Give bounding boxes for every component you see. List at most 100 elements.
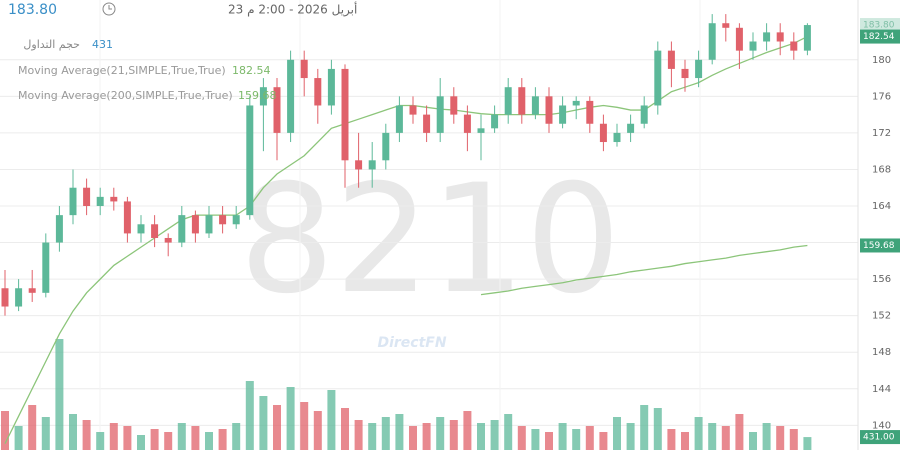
legend-ma200: Moving Average(200,SIMPLE,True,True) [18, 89, 233, 102]
y-tick-label: 156 [872, 274, 891, 285]
volume-bar [409, 426, 417, 450]
candle-body [164, 237, 172, 243]
price-axis [858, 0, 900, 450]
moving-average-line [4, 35, 808, 444]
watermark-symbol: 8210 [239, 153, 621, 327]
candle-body [667, 50, 675, 69]
volume-bar [109, 423, 118, 450]
volume-bar [137, 435, 145, 450]
volume-bar [545, 432, 553, 450]
volume-bar [341, 408, 349, 450]
candle-body [205, 215, 213, 234]
candle-body [123, 201, 131, 234]
y-tick-label: 144 [872, 384, 891, 395]
candle-body [803, 25, 811, 51]
candle-body [436, 96, 444, 133]
price-tag [860, 238, 900, 253]
price-tag [860, 18, 900, 33]
candle-body [572, 100, 580, 106]
candle-body [110, 196, 118, 202]
candle-body [613, 132, 621, 143]
volume-bar [762, 423, 771, 450]
volume-bar [422, 423, 431, 450]
candle-body [273, 87, 281, 133]
volume-label: حجم التداول [23, 38, 80, 51]
volume-bar [395, 414, 404, 450]
volume-bar [300, 402, 309, 450]
volume-bar [463, 411, 472, 450]
volume-bar [69, 414, 77, 450]
volume-bar [1, 411, 9, 450]
volume-bar [490, 420, 499, 450]
candle-body [776, 32, 784, 42]
volume-bar [313, 411, 322, 450]
candle-body [1, 288, 9, 307]
volume-bar [14, 426, 23, 450]
candle-body [423, 114, 431, 133]
volume-bar [585, 426, 594, 450]
candle-body [191, 215, 199, 234]
volume-bar [368, 423, 377, 450]
candle-body [55, 215, 63, 243]
candle-body [327, 68, 335, 106]
candle-body [137, 224, 145, 234]
candle-body [708, 23, 716, 60]
candle-body [463, 114, 471, 133]
candle-body [287, 59, 295, 133]
candle-body [368, 160, 376, 170]
volume-bar [626, 423, 635, 450]
candle-body [749, 41, 757, 51]
candle-body [695, 59, 703, 79]
volume-bar [694, 417, 703, 450]
volume-bar [286, 387, 295, 450]
volume-bar [504, 414, 513, 450]
volume-bar [640, 405, 649, 450]
candle-body [151, 224, 159, 238]
candle-body [790, 41, 798, 51]
volume-bar [776, 426, 785, 450]
volume-bar [531, 429, 540, 450]
candle-body [15, 288, 23, 307]
candle-body [735, 27, 743, 51]
candle-body [450, 96, 458, 115]
y-tick-label: 168 [872, 164, 891, 175]
volume-bar [28, 405, 37, 450]
candle-body [654, 50, 662, 106]
candle-body [395, 105, 403, 133]
candle-body [341, 68, 349, 161]
watermark-brand: DirectFN [377, 335, 446, 351]
volume-bar [354, 420, 363, 450]
volume-bar [477, 423, 485, 450]
candle-body [518, 87, 526, 115]
candle-body [178, 215, 186, 243]
moving-average-line [480, 244, 808, 296]
candle-body [69, 187, 77, 216]
candle-body [382, 132, 390, 161]
volume-bar [735, 414, 744, 450]
y-tick-label: 140 [872, 420, 891, 431]
volume-bar [273, 405, 281, 450]
price-tag-label: 159.68 [863, 241, 895, 251]
candle-body [599, 123, 607, 143]
volume-bar [517, 426, 526, 450]
volume-bar [150, 429, 159, 450]
volume-bar [558, 423, 567, 450]
candle-body [722, 23, 730, 28]
candle-body [627, 123, 635, 133]
header-price: 183.80 [8, 2, 57, 18]
volume-bar [572, 429, 581, 450]
candle-body [28, 288, 36, 293]
candle-body [531, 96, 539, 115]
y-tick-label: 164 [872, 201, 891, 212]
volume-value: 431 [92, 38, 113, 51]
volume-bar [96, 432, 105, 450]
candle-body [409, 105, 417, 115]
volume-tag-label: 431.00 [863, 433, 895, 443]
header-datetime: أبريل 2026 - 2:00 م 23 [228, 2, 357, 18]
volume-bar [613, 417, 621, 450]
price-tag-label: 183.80 [863, 21, 895, 31]
candle-body [96, 196, 104, 206]
volume-bar [436, 417, 445, 450]
clock-hand [108, 5, 112, 10]
